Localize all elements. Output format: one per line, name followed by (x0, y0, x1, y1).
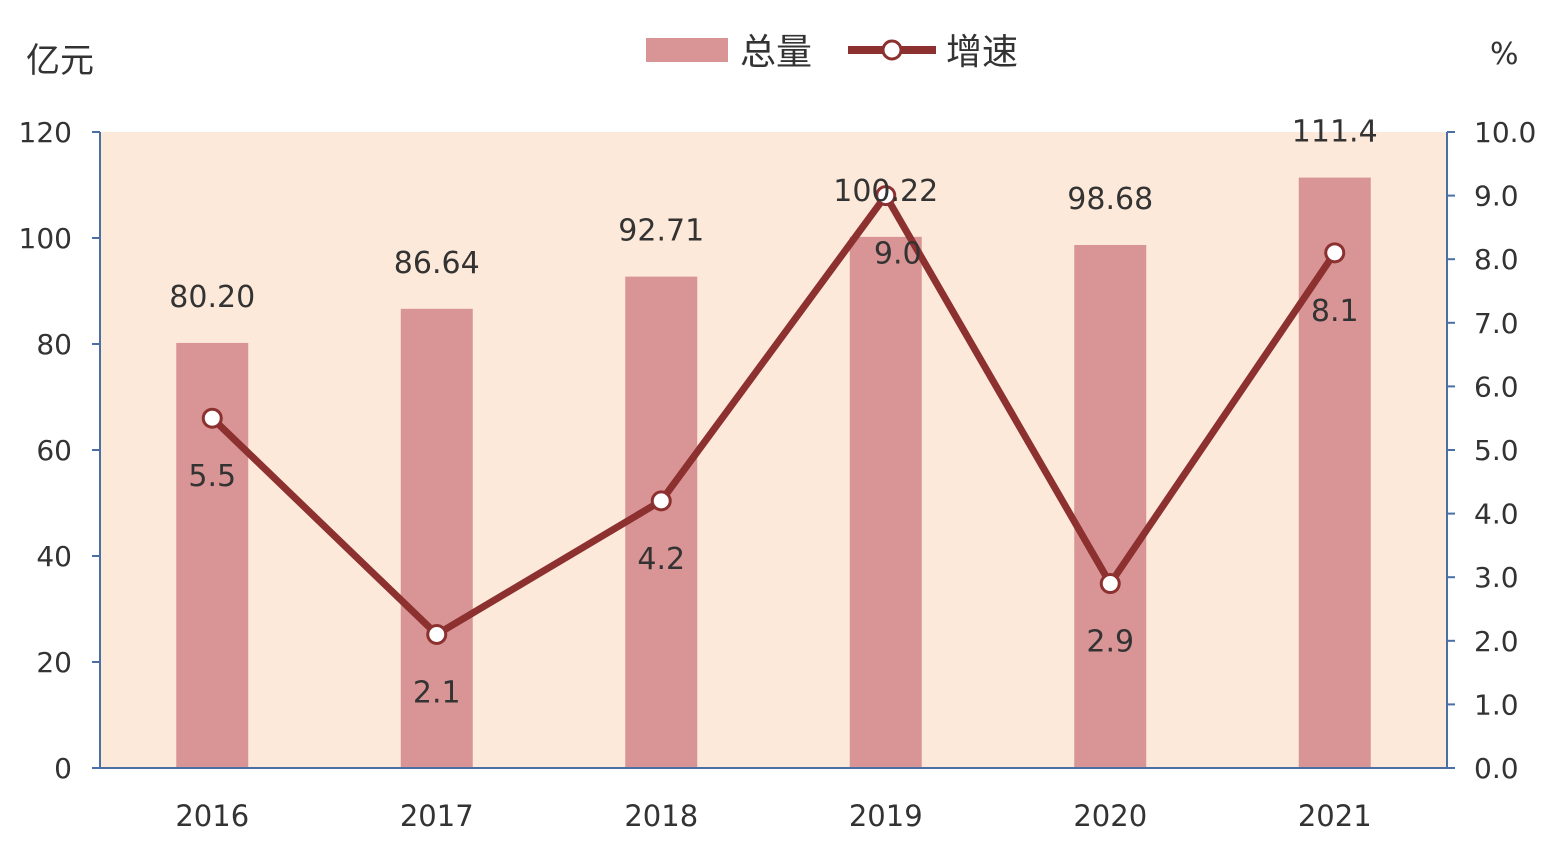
right-tick-label: 1.0 (1474, 688, 1519, 721)
right-tick-label: 7.0 (1474, 307, 1519, 340)
right-tick-label: 4.0 (1474, 498, 1519, 531)
line-value-label: 8.1 (1311, 294, 1359, 329)
right-tick-label: 5.0 (1474, 434, 1519, 467)
right-tick-label: 2.0 (1474, 625, 1519, 658)
x-tick-label: 2020 (1073, 799, 1147, 833)
x-tick-label: 2016 (175, 799, 249, 833)
bar-value-label: 92.71 (618, 214, 704, 249)
x-tick-label: 2021 (1298, 799, 1372, 833)
bar-value-label: 80.20 (169, 280, 255, 315)
plot-area (100, 132, 1447, 768)
line-point-2017 (428, 625, 446, 643)
legend-label-line: 增速 (946, 32, 1018, 73)
left-tick-label: 40 (36, 540, 72, 573)
left-tick-label: 20 (36, 646, 72, 679)
line-value-label: 2.1 (413, 675, 461, 710)
line-value-label: 4.2 (637, 542, 685, 577)
right-axis-title: % (1490, 37, 1519, 72)
left-tick-label: 80 (36, 328, 72, 361)
left-tick-label: 120 (19, 116, 72, 149)
bar-value-label: 86.64 (394, 246, 480, 281)
right-tick-label: 10.0 (1474, 116, 1536, 149)
bar-2019 (850, 237, 922, 768)
legend-line-marker (883, 41, 901, 59)
x-tick-label: 2018 (624, 799, 698, 833)
right-tick-label: 6.0 (1474, 370, 1519, 403)
left-tick-label: 60 (36, 434, 72, 467)
line-point-2018 (652, 492, 670, 510)
bar-2021 (1299, 178, 1371, 768)
line-point-2021 (1326, 244, 1344, 262)
bar-value-label: 111.4 (1292, 115, 1378, 150)
bar-2016 (176, 343, 248, 768)
line-point-2016 (203, 409, 221, 427)
bar-value-label: 100.22 (833, 174, 938, 209)
x-tick-label: 2017 (400, 799, 474, 833)
legend-label-bar: 总量 (740, 32, 812, 73)
left-tick-label: 100 (19, 222, 72, 255)
right-tick-label: 8.0 (1474, 243, 1519, 276)
bar-2018 (625, 277, 697, 768)
left-tick-label: 0 (54, 752, 72, 785)
right-tick-label: 9.0 (1474, 180, 1519, 213)
line-value-label: 2.9 (1086, 625, 1134, 660)
line-value-label: 5.5 (188, 459, 236, 494)
legend: 总量 增速 (646, 32, 1018, 73)
x-tick-label: 2019 (849, 799, 923, 833)
left-axis-title: 亿元 (26, 41, 94, 81)
legend-swatch-bar (646, 38, 728, 62)
line-point-2020 (1101, 575, 1119, 593)
right-tick-label: 0.0 (1474, 752, 1519, 785)
line-value-label: 9.0 (874, 237, 922, 272)
right-tick-label: 3.0 (1474, 561, 1519, 594)
bar-2020 (1074, 245, 1146, 768)
bar-value-label: 98.68 (1067, 182, 1153, 217)
